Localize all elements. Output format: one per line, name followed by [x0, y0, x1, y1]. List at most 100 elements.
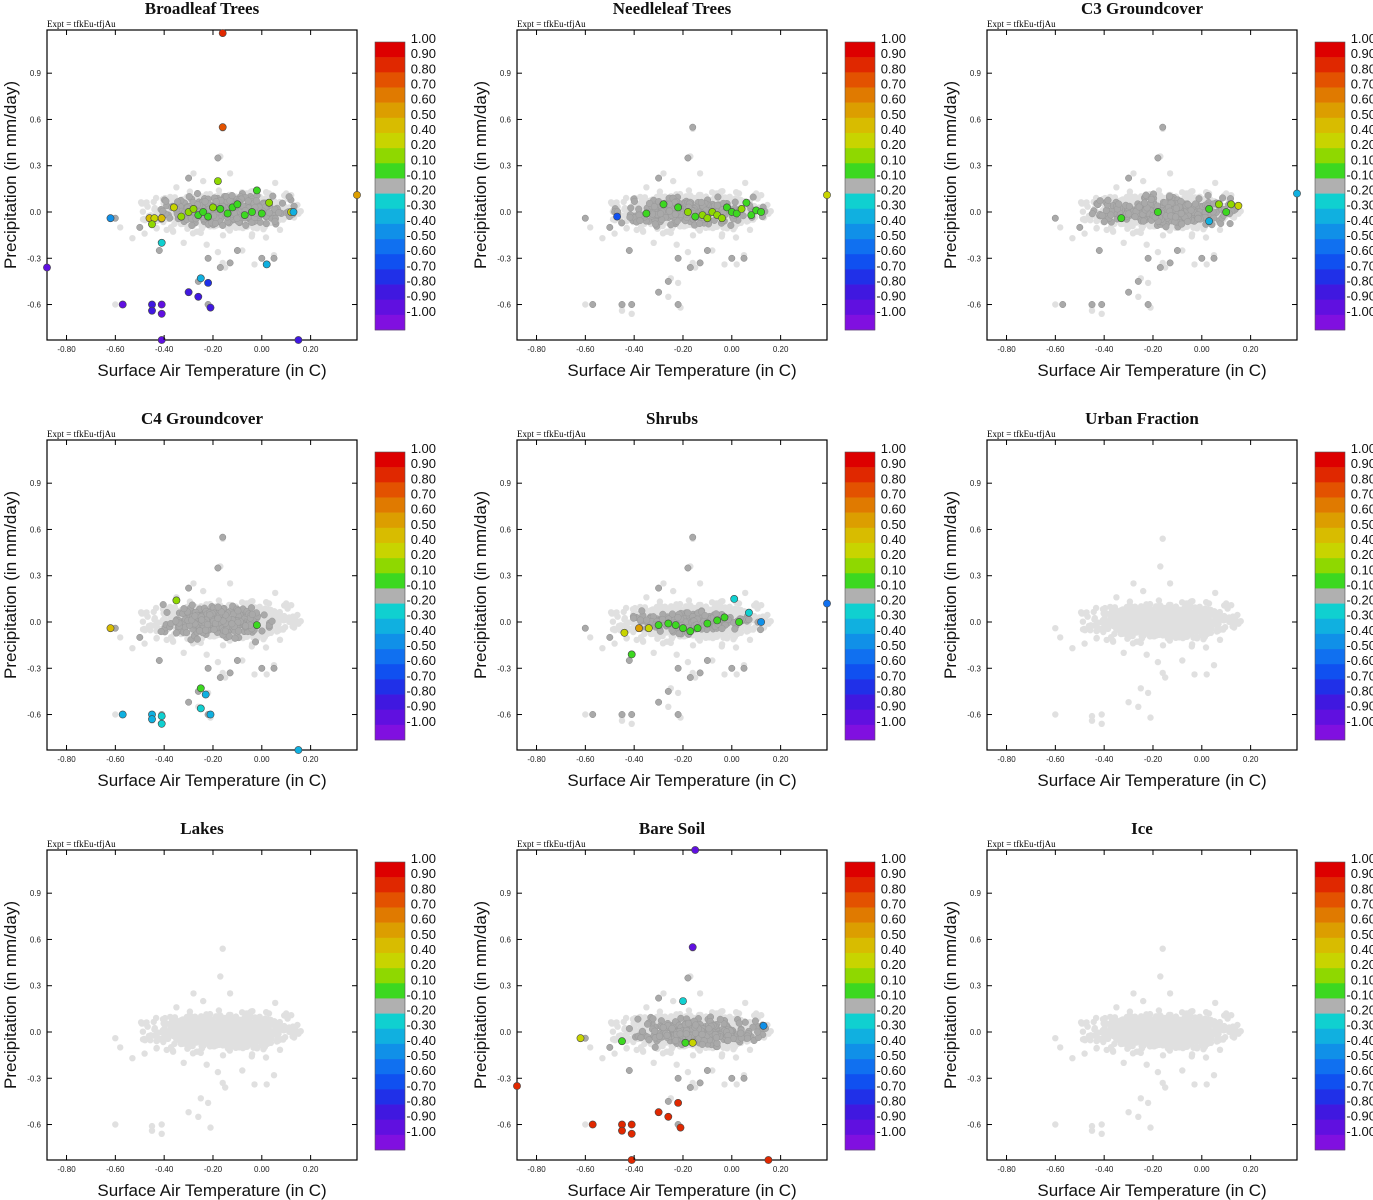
background-point: [635, 205, 643, 213]
background-point: [265, 600, 273, 607]
background-point: [1078, 200, 1086, 207]
background-point: [1120, 239, 1127, 246]
colorbar-swatch: [845, 178, 875, 194]
background-point: [581, 214, 589, 222]
colorbar-label: -0.10: [406, 167, 436, 182]
background-point: [1069, 235, 1076, 242]
data-point: [642, 209, 651, 218]
background-point: [169, 227, 176, 234]
colorbar-swatch: [1315, 299, 1345, 316]
background-point: [655, 288, 663, 296]
background-point: [197, 229, 204, 237]
background-point: [276, 226, 284, 233]
background-point: [637, 193, 644, 201]
colorbar-swatch: [1315, 72, 1345, 88]
colorbar-swatch: [375, 72, 405, 88]
background-point: [1212, 179, 1219, 187]
background-point: [1123, 193, 1131, 201]
background-point: [219, 642, 227, 649]
colorbar-label: -0.60: [876, 243, 906, 258]
background-point: [1172, 204, 1180, 212]
background-point: [621, 204, 628, 212]
data-point: [184, 288, 193, 297]
background-point: [618, 307, 626, 314]
background-point: [1154, 248, 1162, 256]
data-point: [157, 336, 166, 344]
data-point: [265, 198, 273, 207]
colorbar-label: 0.40: [881, 122, 906, 137]
data-point: [823, 191, 831, 199]
background-point: [138, 610, 146, 617]
background-point: [1159, 123, 1167, 131]
background-point: [1081, 230, 1088, 237]
colorbar-label: 0.50: [1351, 107, 1373, 122]
x-tick-label: -0.20: [204, 345, 223, 354]
background-point: [269, 192, 277, 200]
colorbar-label: -0.10: [876, 167, 906, 182]
background-point: [667, 229, 674, 237]
x-tick-label: -0.80: [997, 345, 1016, 354]
colorbar-label: -0.30: [1346, 198, 1373, 213]
background-point: [1140, 217, 1148, 225]
background-point: [219, 232, 227, 239]
background-point: [718, 231, 726, 238]
x-tick-label: -0.40: [1095, 345, 1114, 354]
scatter-points: [43, 29, 361, 344]
colorbar-label: -0.50: [876, 228, 906, 243]
colorbar-swatch: [845, 269, 875, 285]
colorbar-swatch: [375, 57, 405, 73]
background-point: [1129, 230, 1137, 237]
colorbar-label: 0.70: [1351, 77, 1373, 92]
background-point: [1076, 223, 1084, 231]
colorbar-label: 0.90: [411, 46, 436, 61]
background-point: [1144, 279, 1152, 287]
colorbar-swatch: [1315, 254, 1345, 270]
data-point: [177, 212, 186, 221]
data-point: [1234, 201, 1243, 210]
data-point: [262, 260, 271, 269]
colorbar-label: 0.50: [411, 107, 436, 122]
colorbar-swatch: [375, 42, 405, 58]
y-tick-label: 0.9: [30, 69, 42, 78]
background-point: [188, 221, 196, 229]
background-point: [153, 635, 160, 642]
scatter-points: [581, 123, 831, 317]
background-point: [274, 613, 282, 620]
background-point: [1172, 213, 1180, 221]
data-point: [703, 214, 712, 223]
plot-area: [986, 29, 1298, 341]
background-point: [651, 220, 659, 228]
x-axis-label: Surface Air Temperature (in C): [97, 361, 326, 380]
colorbar-swatch: [845, 314, 875, 331]
expt-label: Expt = tfkEu-tfjAu: [987, 19, 1056, 29]
colorbar-swatch: [375, 208, 405, 225]
colorbar-swatch: [375, 102, 405, 119]
background-point: [239, 247, 246, 254]
background-point: [284, 605, 291, 612]
x-tick-label: -0.60: [106, 345, 125, 354]
colorbar-swatch: [1315, 87, 1345, 103]
y-tick-label: -0.6: [497, 301, 511, 310]
background-point: [623, 225, 630, 232]
data-point: [732, 209, 741, 218]
background-point: [1141, 199, 1149, 207]
data-point: [196, 274, 205, 283]
colorbar-label: -0.20: [876, 183, 906, 198]
background-point: [1178, 220, 1186, 228]
colorbar-swatch: [845, 57, 875, 73]
background-point: [262, 234, 270, 241]
background-point: [117, 224, 124, 231]
colorbar-swatch: [845, 193, 875, 210]
colorbar-swatch: [375, 223, 405, 240]
background-point: [599, 235, 606, 242]
background-point: [749, 193, 757, 201]
background-point: [689, 232, 697, 239]
background-point: [659, 230, 667, 237]
background-point: [275, 209, 283, 217]
background-point: [627, 204, 635, 212]
colorbar-swatch: [1315, 193, 1345, 210]
data-point: [1154, 208, 1162, 216]
data-point: [213, 177, 222, 185]
background-point: [174, 198, 182, 206]
data-point: [747, 211, 756, 219]
